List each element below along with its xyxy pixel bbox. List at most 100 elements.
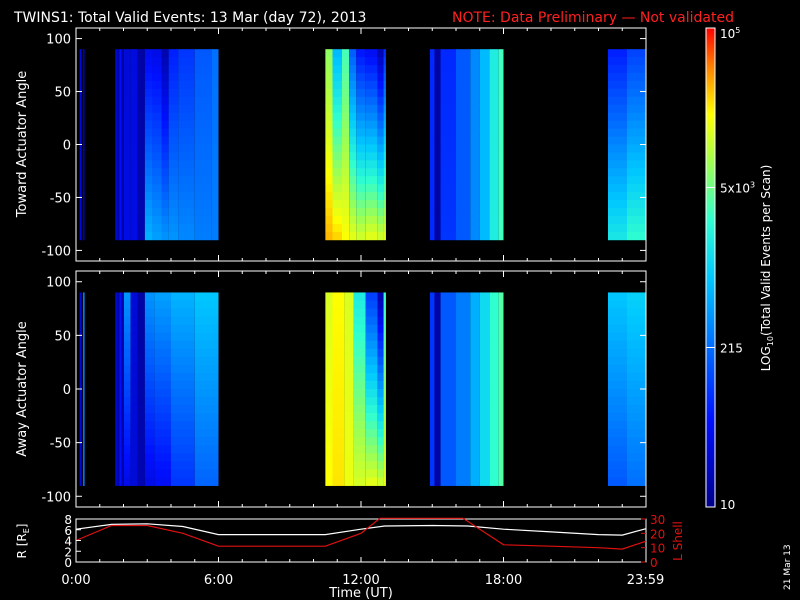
away-cell xyxy=(440,316,456,326)
toward-cell xyxy=(627,80,646,90)
away-cell xyxy=(489,348,499,358)
toward-cell xyxy=(211,112,219,122)
away-cell xyxy=(440,461,456,470)
toward-cell xyxy=(325,57,333,66)
away-cell xyxy=(344,364,354,374)
away-cell xyxy=(434,300,441,309)
away-cell xyxy=(383,292,386,301)
away-cell xyxy=(119,300,122,309)
toward-cell xyxy=(144,208,153,217)
away-cell xyxy=(119,364,122,374)
away-cell xyxy=(137,437,145,446)
away-cell xyxy=(429,421,435,430)
away-cell xyxy=(383,437,386,446)
toward-cell xyxy=(152,215,162,225)
toward-cell xyxy=(83,136,85,145)
away-cell xyxy=(144,324,155,334)
toward-cell xyxy=(81,168,83,177)
away-cell xyxy=(344,332,354,342)
away-cell xyxy=(119,421,122,430)
toward-cell xyxy=(144,104,153,114)
away-cell xyxy=(325,372,333,382)
toward-cell xyxy=(365,208,378,217)
away-cell xyxy=(498,292,504,301)
toward-cell xyxy=(178,57,195,66)
away-cell xyxy=(383,372,386,382)
away-cell xyxy=(429,397,435,406)
away-cell xyxy=(171,332,195,342)
away-cell xyxy=(121,389,124,398)
away-cell xyxy=(440,413,456,422)
toward-cell xyxy=(429,104,435,114)
toward-cell xyxy=(440,128,456,137)
toward-cell xyxy=(81,160,83,169)
toward-cell xyxy=(498,65,504,74)
toward-cell xyxy=(211,128,219,137)
away-cell xyxy=(83,389,85,398)
away-cell xyxy=(456,445,471,454)
away-cell xyxy=(627,324,646,334)
toward-cell xyxy=(627,231,646,241)
toward-cell xyxy=(365,136,378,145)
away-cell xyxy=(130,308,138,317)
away-cell xyxy=(144,340,155,350)
away-cell xyxy=(434,437,441,446)
toward-cell xyxy=(161,160,169,169)
toward-cell xyxy=(152,96,162,106)
toward-cell xyxy=(130,112,138,122)
toward-cell xyxy=(194,215,212,225)
away-cell xyxy=(194,477,219,486)
away-cell xyxy=(171,445,195,454)
away-cell xyxy=(489,340,499,350)
toward-cell xyxy=(161,215,169,225)
toward-cell xyxy=(211,231,219,241)
away-cell xyxy=(194,397,219,406)
away-cell xyxy=(344,300,354,309)
toward-cell xyxy=(119,184,122,193)
away-cell xyxy=(627,300,646,309)
away-cell xyxy=(479,380,490,390)
toward-cell xyxy=(608,184,627,193)
away-cell xyxy=(123,340,131,350)
away-cell xyxy=(498,300,504,309)
toward-cell xyxy=(161,80,169,90)
toward-cell xyxy=(81,192,83,201)
away-cell xyxy=(429,405,435,414)
toward-cell xyxy=(144,200,153,209)
toward-cell xyxy=(137,215,145,225)
toward-cell xyxy=(479,231,490,241)
away-cell xyxy=(489,292,499,301)
away-cell xyxy=(377,340,384,350)
toward-cell xyxy=(121,152,124,161)
toward-ytick-label: 0 xyxy=(63,139,71,154)
toward-cell xyxy=(342,57,350,66)
away-cell xyxy=(121,405,124,414)
toward-cell xyxy=(608,112,627,122)
toward-cell xyxy=(115,112,118,122)
away-cell xyxy=(489,429,499,438)
toward-cell xyxy=(194,192,212,201)
away-cell xyxy=(498,316,504,326)
toward-cell xyxy=(383,215,386,225)
away-cell xyxy=(332,332,345,342)
toward-cell xyxy=(83,96,85,106)
toward-cell xyxy=(325,96,333,106)
away-cell xyxy=(79,356,82,366)
toward-cell xyxy=(456,168,471,177)
toward-cell xyxy=(434,176,441,185)
away-cell xyxy=(627,453,646,462)
away-cell xyxy=(489,413,499,422)
away-cell xyxy=(470,364,480,374)
toward-cell xyxy=(137,192,145,201)
toward-cell xyxy=(429,88,435,98)
toward-cell xyxy=(627,88,646,98)
toward-cell xyxy=(349,144,357,153)
toward-cell xyxy=(161,65,169,74)
toward-cell xyxy=(342,65,350,74)
toward-cell xyxy=(130,57,138,66)
away-cell xyxy=(383,348,386,358)
toward-cell xyxy=(356,144,366,153)
toward-cell xyxy=(342,96,350,106)
away-cell xyxy=(81,348,83,358)
away-cell xyxy=(171,372,195,382)
